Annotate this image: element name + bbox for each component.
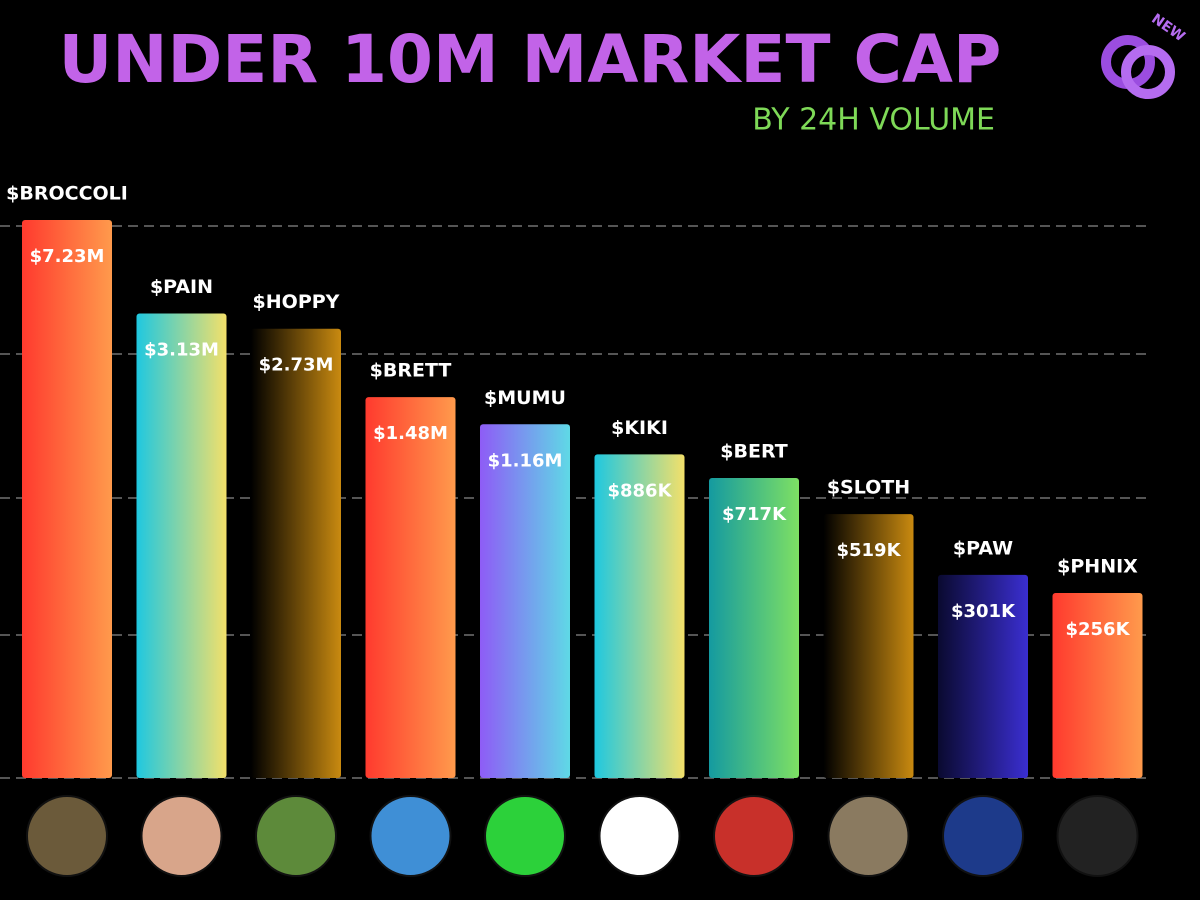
bar bbox=[1052, 593, 1143, 778]
value-label: $2.73M bbox=[259, 355, 334, 376]
token-avatar bbox=[26, 795, 108, 877]
value-label: $717K bbox=[722, 504, 787, 525]
bar bbox=[709, 478, 799, 778]
bar bbox=[22, 220, 112, 778]
category-label: $BRETT bbox=[370, 360, 452, 382]
token-avatar bbox=[369, 795, 452, 877]
category-label: $KIKI bbox=[611, 417, 668, 439]
chart-title: UNDER 10M MARKET CAP bbox=[59, 21, 1002, 98]
category-label: $MUMU bbox=[484, 387, 566, 409]
bar bbox=[365, 397, 456, 778]
category-label: $PAIN bbox=[150, 276, 213, 298]
token-avatar bbox=[942, 795, 1024, 877]
value-label: $256K bbox=[1065, 619, 1130, 640]
value-label: $1.48M bbox=[373, 423, 448, 444]
value-label: $301K bbox=[951, 601, 1016, 622]
token-avatar bbox=[713, 795, 795, 877]
logo-ring bbox=[1121, 45, 1175, 99]
category-label: $PAW bbox=[953, 537, 1013, 559]
token-avatar bbox=[1056, 795, 1139, 877]
bar bbox=[594, 454, 685, 778]
category-label: $BERT bbox=[720, 441, 787, 463]
bar bbox=[136, 313, 227, 778]
bar bbox=[938, 574, 1028, 778]
category-label: $SLOTH bbox=[827, 477, 910, 499]
token-avatar bbox=[598, 795, 681, 877]
value-label: $3.13M bbox=[144, 339, 219, 360]
token-avatar bbox=[140, 795, 223, 877]
bar bbox=[480, 424, 570, 778]
value-label: $7.23M bbox=[30, 246, 105, 267]
value-label: $1.16M bbox=[488, 450, 563, 471]
category-label: $PHNIX bbox=[1057, 556, 1138, 578]
category-label: $BROCCOLI bbox=[6, 183, 128, 205]
bar bbox=[251, 328, 341, 778]
token-avatar bbox=[827, 795, 910, 877]
category-label: $HOPPY bbox=[253, 291, 340, 313]
bar bbox=[823, 514, 914, 778]
chart-subtitle: BY 24H VOLUME bbox=[752, 103, 995, 138]
token-avatar bbox=[255, 795, 337, 877]
value-label: $519K bbox=[836, 540, 901, 561]
token-avatar bbox=[484, 795, 566, 877]
value-label: $886K bbox=[607, 480, 672, 501]
